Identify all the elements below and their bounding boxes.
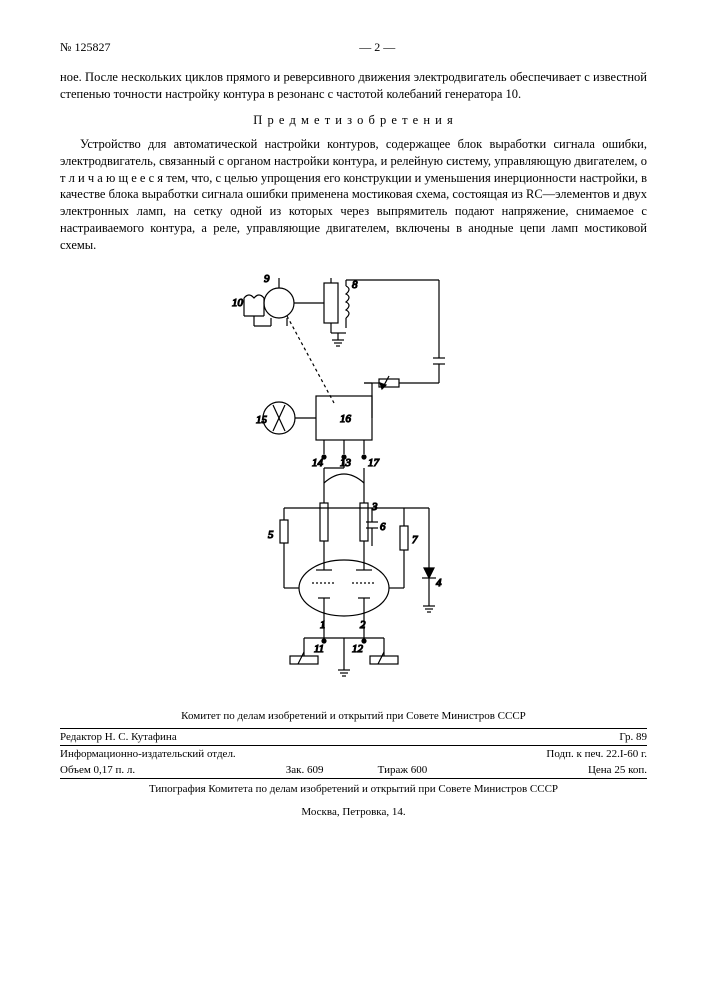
figure-container: 10 9 8 [60, 268, 647, 688]
section-title: П р е д м е т и з о б р е т е н и я [60, 113, 647, 128]
editor-name: Редактор Н. С. Кутафина [60, 731, 354, 743]
committee-line: Комитет по делам изобретений и открытий … [60, 710, 647, 722]
meta-row-dept: Информационно-издательский отдел. Подп. … [60, 745, 647, 762]
label-11: 11 [314, 643, 324, 655]
label-16: 16 [340, 413, 352, 425]
claim-paragraph: Устройство для автоматической настройки … [60, 136, 647, 254]
label-1: 1 [320, 619, 326, 631]
volume: Объем 0,17 п. л. [60, 764, 256, 776]
label-13: 13 [340, 457, 352, 469]
price: Цена 25 коп. [451, 764, 647, 776]
order-no: Зак. 609 [256, 764, 354, 776]
label-10: 10 [232, 297, 244, 309]
label-2: 2 [360, 619, 366, 631]
edition: Тираж 600 [354, 764, 452, 776]
label-5: 5 [268, 529, 274, 541]
circuit-diagram: 10 9 8 [224, 268, 484, 688]
label-7: 7 [412, 534, 418, 546]
page: № 125827 — 2 — . ное. После нескольких ц… [0, 0, 707, 869]
group-code: Гр. 89 [354, 731, 648, 743]
continuation-paragraph: ное. После нескольких циклов прямого и р… [60, 69, 647, 103]
print-date: Подп. к печ. 22.I-60 г. [354, 748, 648, 760]
label-8: 8 [352, 279, 358, 291]
meta-table: Редактор Н. С. Кутафина Гр. 89 Информаци… [60, 728, 647, 779]
label-4: 4 [436, 577, 442, 589]
label-12: 12 [352, 643, 364, 655]
page-number: — 2 — [110, 40, 644, 55]
label-6: 6 [380, 521, 386, 533]
label-9: 9 [264, 273, 270, 285]
meta-row-editor: Редактор Н. С. Кутафина Гр. 89 [60, 729, 647, 745]
footer-line1: Типография Комитета по делам изобретений… [60, 783, 647, 795]
dept-name: Информационно-издательский отдел. [60, 748, 354, 760]
patent-number: № 125827 [60, 40, 110, 55]
meta-row-print: Объем 0,17 п. л. Зак. 609 Тираж 600 Цена… [60, 762, 647, 778]
page-header: № 125827 — 2 — . [60, 40, 647, 55]
label-17: 17 [368, 457, 380, 469]
label-15: 15 [256, 414, 268, 426]
label-14: 14 [312, 457, 324, 469]
footer-line2: Москва, Петровка, 14. [60, 806, 647, 818]
